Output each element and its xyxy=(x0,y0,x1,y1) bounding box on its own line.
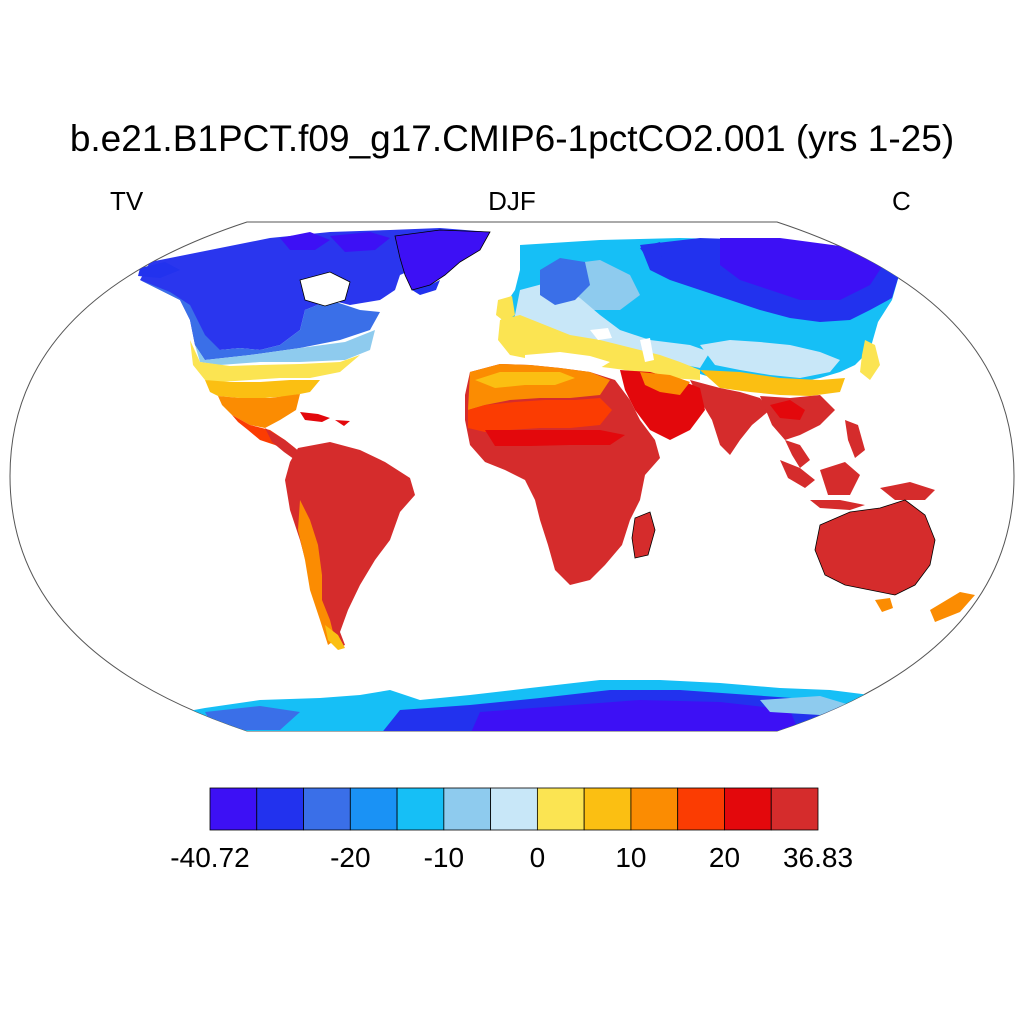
subtitle-units: C xyxy=(892,186,911,216)
subtitle-left: TV xyxy=(110,186,144,216)
colorbar-tick-label: -10 xyxy=(423,842,465,873)
colorbar-swatch xyxy=(724,787,772,831)
colorbar-swatch xyxy=(256,787,304,831)
colorbar-swatch xyxy=(443,787,492,831)
australia-oceania xyxy=(780,420,975,622)
colorbar-swatch xyxy=(677,787,725,831)
colorbar-swatch xyxy=(770,787,819,831)
colorbar-tick-label: -40.72 xyxy=(170,842,250,873)
colorbar-tick-label: -20 xyxy=(330,842,371,873)
colorbar-swatch xyxy=(349,787,398,831)
plot-title: b.e21.B1PCT.f09_g17.CMIP6-1pctCO2.001 (y… xyxy=(69,118,955,159)
colorbar-tick-label: 36.83 xyxy=(782,842,854,873)
colorbar-tick-label: 20 xyxy=(708,842,741,873)
colorbar-swatch xyxy=(536,787,585,831)
colorbar-swatch xyxy=(630,787,679,831)
colorbar-swatch xyxy=(209,787,258,831)
colorbar-tick-label: 10 xyxy=(615,842,647,873)
coastlines xyxy=(299,229,936,596)
south-america xyxy=(285,442,415,650)
colorbar-swatch xyxy=(303,787,351,831)
antarctica xyxy=(120,680,900,731)
subtitle-season: DJF xyxy=(488,186,536,216)
colorbar-swatch xyxy=(490,787,538,831)
colorbar-swatch xyxy=(396,787,445,831)
africa xyxy=(465,364,660,585)
eurasia xyxy=(496,238,900,468)
colorbar-tick-label: 0 xyxy=(529,842,546,873)
colorbar-swatch xyxy=(583,787,632,831)
